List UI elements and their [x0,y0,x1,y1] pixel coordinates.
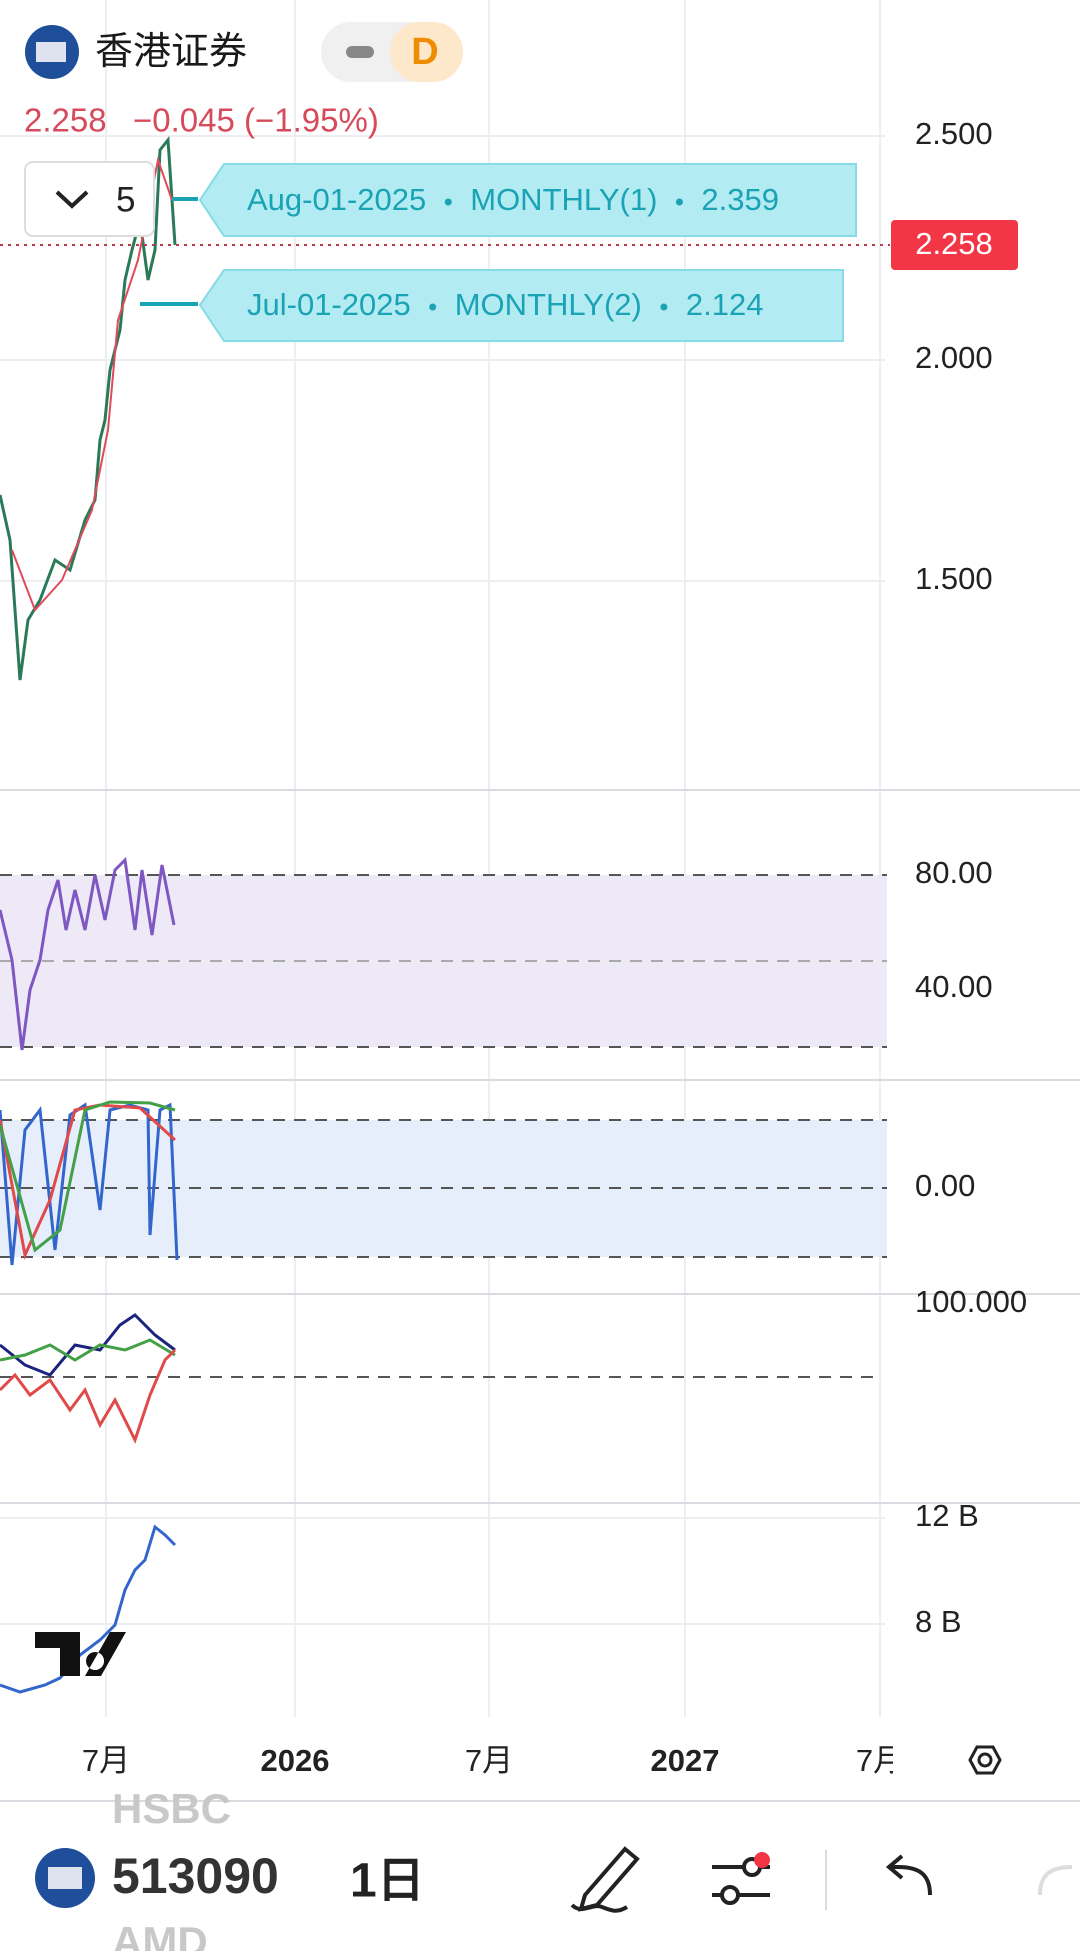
change: −0.045 (−1.95%) [133,102,379,139]
volume-axis-label: 8 B [915,1604,962,1639]
last-price: 2.258 [24,102,107,139]
pane3-axis-label: 100.000 [915,1284,1027,1319]
indicator-count: 5 [116,180,135,219]
price-axis-label: 2.000 [915,340,993,375]
annotation-separator [660,303,668,311]
footer-logo-mark [48,1867,82,1889]
time-axis-label: 7月 [465,1743,513,1778]
rsi-axis-label: 80.00 [915,855,993,890]
symbol[interactable]: 513090 [112,1848,279,1904]
annotation-label: MONTHLY(2) [455,287,642,322]
osc-line [0,1103,177,1260]
annotation-separator [675,198,683,206]
clip: 7月 [856,1743,904,1778]
time-axis-label: 7月 [82,1743,130,1778]
volume-axis-label: 12 B [915,1498,979,1533]
time-axis-label: 7月 [856,1743,904,1778]
annotation-separator [429,303,437,311]
annotation-separator [444,198,452,206]
interval[interactable]: 1日 [350,1855,425,1908]
toggle-active [390,22,463,82]
annotation-date: Aug-01-2025 [247,182,426,217]
draw-button[interactable] [570,1846,640,1913]
toggle-minus [346,46,374,58]
osc-axis-label: 0.00 [915,1168,975,1203]
settings-icon[interactable] [968,1745,1002,1775]
pane3-line [0,1348,177,1444]
grid [0,0,885,1717]
price-axis-label: 2.500 [915,116,993,151]
chevron [55,190,89,209]
logo-mark [36,42,66,62]
osc-line [0,1100,176,1253]
redo-button[interactable] [1038,1865,1073,1896]
annotation-box [198,269,844,342]
osc-line [0,1102,179,1266]
notification-dot [754,1852,770,1868]
settings-icon-dot [977,1752,993,1768]
annotation-date: Jul-01-2025 [247,287,411,322]
time-axis-label: 2027 [651,1743,720,1778]
annotation-value: 2.359 [701,182,779,217]
pane3-line [0,1313,176,1377]
price-tag-bg [891,220,1018,270]
rsi-axis-label: 40.00 [915,969,993,1004]
ticker-below: AMD [112,1918,208,1951]
tv-logo [35,1632,126,1676]
volume-line [0,1524,177,1694]
price-tag: 2.258 [915,226,993,261]
pane3-line [0,1338,176,1362]
mode: D [411,31,438,73]
symbol-title: 香港证券 [95,31,247,73]
price-axis-label: 1.500 [915,561,993,596]
price-series [0,136,177,681]
undo-button[interactable] [885,1854,932,1896]
ticker-above: HSBC [112,1785,231,1832]
rsi-line [0,856,176,1051]
indicators-button[interactable] [712,1857,770,1905]
annotation-box [198,163,857,237]
time-axis-label: 2026 [261,1743,330,1778]
annotation-value: 2.124 [686,287,764,322]
dropdown[interactable] [24,161,155,237]
annotation-label: MONTHLY(1) [470,182,657,217]
